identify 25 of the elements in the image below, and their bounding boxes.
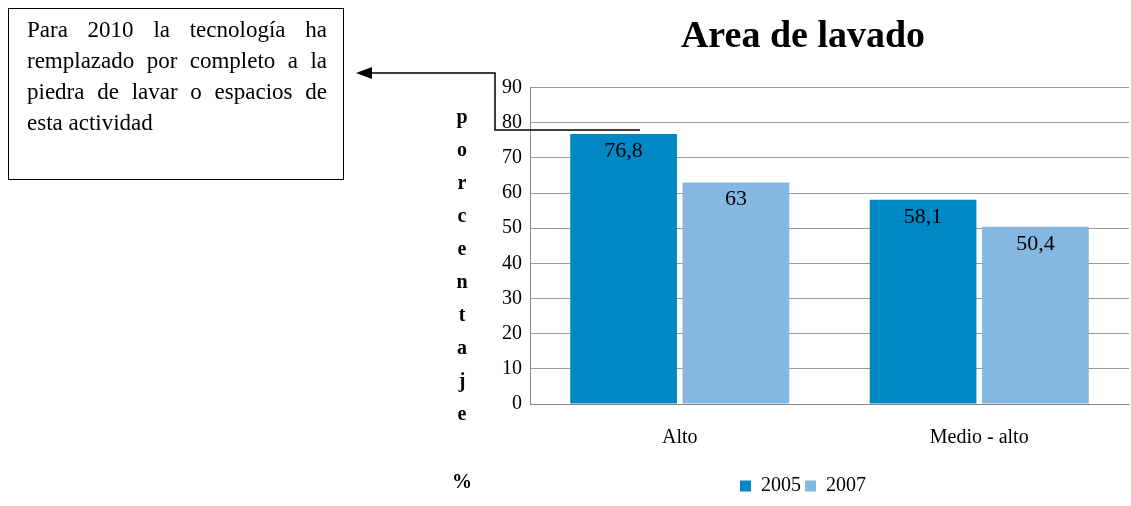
bar <box>982 226 1089 404</box>
y-tick-label: 40 <box>502 250 522 273</box>
y-tick-label: 30 <box>502 285 522 308</box>
y-tick-label: 0 <box>512 391 522 414</box>
data-label: 58,1 <box>903 202 943 228</box>
data-label: 76,8 <box>604 136 643 162</box>
bar <box>570 134 677 404</box>
y-tick-label: 20 <box>502 320 522 343</box>
y-tick-label: 10 <box>502 356 522 379</box>
legend-label: 2005 <box>761 473 801 496</box>
legend-label: 2007 <box>826 473 866 496</box>
data-label: 50,4 <box>1016 229 1055 255</box>
x-tick-label: Alto <box>661 425 698 448</box>
bar <box>682 182 790 404</box>
text: porcentaje % <box>452 104 472 492</box>
y-tick-label: 80 <box>502 110 522 133</box>
y-tick-label: 70 <box>502 145 522 168</box>
x-tick-label: Medio - alto <box>929 425 1029 448</box>
y-tick-label: 90 <box>502 74 522 97</box>
y-tick-label: 50 <box>502 215 522 238</box>
bar <box>869 199 977 404</box>
chart-title: Area de lavado <box>680 12 926 55</box>
y-tick-label: 60 <box>502 180 522 203</box>
data-label: 63 <box>724 185 747 211</box>
text: Para 2010 la tecnología ha remplazado por completo a la piedra de lavar o espacios de esta actividad <box>8 8 344 180</box>
